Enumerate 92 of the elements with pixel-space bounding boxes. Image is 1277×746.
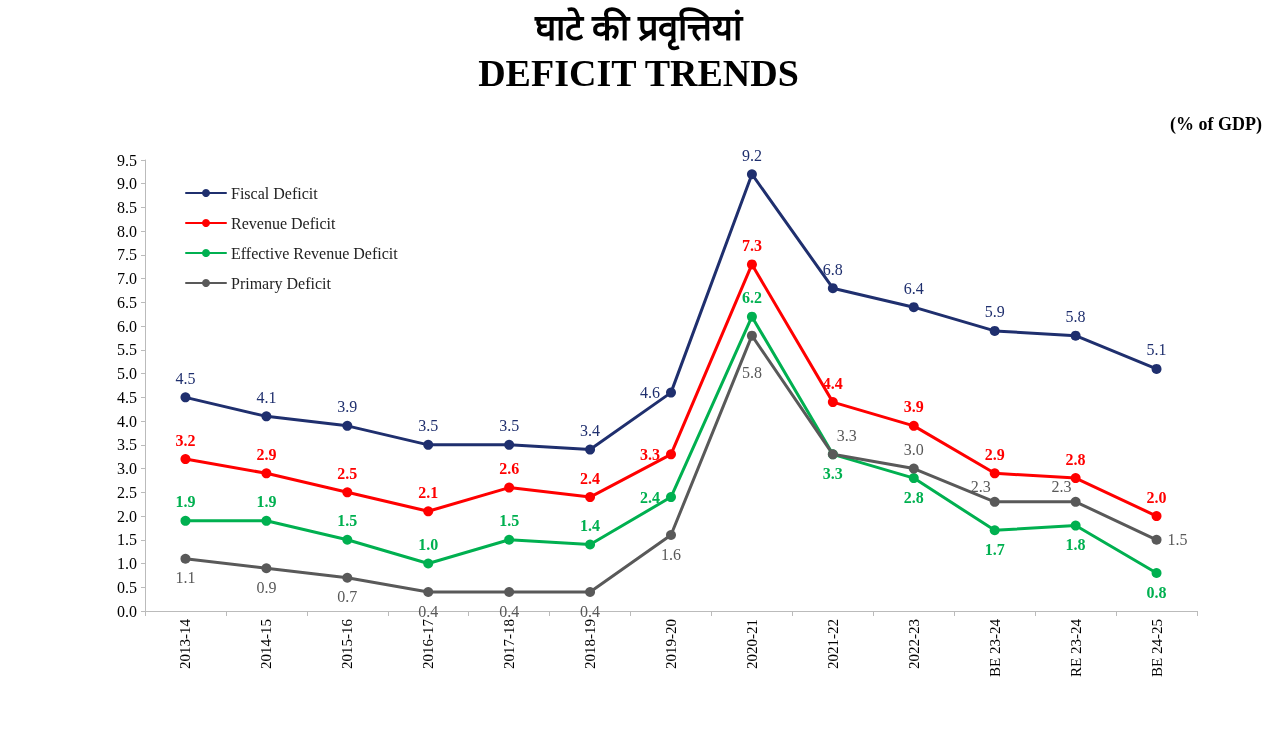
data-label: 3.2 [175, 431, 196, 449]
data-label: 9.2 [741, 146, 762, 164]
data-label: 3.3 [836, 426, 857, 444]
x-tick-label: 2019-20 [663, 619, 679, 669]
data-label: 3.9 [903, 398, 924, 416]
y-tick-label: 7.5 [117, 246, 137, 264]
y-tick-label: 5.5 [117, 341, 137, 359]
data-label: 1.9 [175, 493, 196, 511]
data-label: 1.9 [256, 493, 277, 511]
x-tick-label: 2017-18 [501, 619, 518, 669]
data-label: 5.1 [1146, 341, 1167, 359]
x-tick-label: 2015-16 [339, 618, 356, 669]
text: (% of GDP) [1170, 114, 1263, 135]
x-tick-label: 2014-15 [258, 619, 275, 669]
data-label: 4.4 [822, 374, 843, 392]
y-tick-label: 9.5 [117, 151, 137, 169]
data-label: 3.4 [580, 422, 601, 440]
data-label: 2.8 [903, 488, 924, 506]
y-tick-label: 2.0 [117, 507, 137, 525]
legend-label: Revenue Deficit [231, 214, 336, 232]
x-tick-label: 2021-22 [824, 619, 841, 669]
x-tick-label: 2018-19 [582, 619, 599, 669]
data-label: 2.8 [1065, 450, 1086, 468]
data-label: 2.3 [970, 478, 991, 496]
x-tick-label: 2013-14 [177, 618, 194, 669]
data-label: 2.9 [256, 445, 277, 463]
data-label: 1.5 [499, 512, 520, 530]
chart-title: घाटे की प्रवृत्तियां [534, 7, 744, 51]
y-tick-label: 3.0 [117, 460, 137, 478]
legend-label: Fiscal Deficit [231, 184, 319, 202]
data-label: 2.4 [580, 469, 601, 487]
data-label: 7.3 [741, 236, 762, 254]
data-label: 6.2 [741, 289, 762, 307]
data-label: 0.9 [256, 578, 277, 596]
x-tick-label: 2016-17 [420, 618, 437, 669]
legend-label: Primary Deficit [231, 274, 332, 293]
data-label: 3.0 [903, 441, 924, 459]
y-tick-label: 6.5 [117, 293, 137, 311]
data-label: 2.1 [418, 483, 439, 501]
y-tick-label: 0.0 [117, 602, 137, 620]
data-label: 5.8 [741, 364, 762, 382]
y-tick-label: 6.0 [117, 317, 137, 335]
data-label: 1.7 [984, 540, 1005, 558]
data-label: 4.1 [256, 388, 277, 406]
data-label: 4.5 [175, 369, 196, 387]
legend-label: Effective Revenue Deficit [231, 244, 399, 262]
y-tick-label: 9.0 [117, 175, 137, 193]
data-label: 3.3 [822, 464, 843, 482]
data-label: 3.5 [499, 417, 520, 435]
data-label: 2.0 [1146, 488, 1167, 506]
x-tick-label: BE 24-25 [1148, 619, 1165, 677]
y-tick-label: 4.0 [117, 412, 137, 430]
data-label: 0.4 [499, 602, 520, 620]
chart-subtitle: DEFICIT TRENDS [478, 52, 799, 94]
y-tick-label: 2.5 [117, 483, 137, 501]
y-tick-label: 8.5 [117, 198, 137, 216]
y-tick-label: 4.5 [117, 388, 137, 406]
x-tick-label: 2020-21 [743, 619, 760, 669]
data-label: 1.8 [1065, 536, 1086, 554]
data-label: 6.4 [903, 279, 924, 297]
x-tick-label: 2022-23 [905, 619, 922, 669]
data-label: 1.5 [1167, 531, 1188, 549]
data-label: 1.0 [418, 536, 439, 554]
data-label: 2.5 [337, 464, 358, 482]
y-tick-label: 1.5 [117, 531, 137, 549]
data-label: 6.8 [822, 260, 843, 278]
y-tick-label: 0.5 [117, 578, 137, 596]
data-label: 3.5 [418, 417, 439, 435]
data-label: 0.8 [1146, 583, 1167, 601]
data-label: 4.6 [640, 384, 660, 402]
data-label: 1.4 [580, 517, 601, 535]
data-label: 1.1 [175, 569, 196, 587]
data-label: 0.4 [418, 602, 439, 620]
data-label: 1.6 [661, 545, 681, 563]
data-label: 2.6 [499, 460, 520, 478]
data-label: 0.7 [337, 588, 358, 606]
data-label: 5.9 [984, 303, 1005, 321]
y-tick-label: 5.0 [117, 365, 137, 383]
data-label: 0.4 [580, 602, 601, 620]
data-label: 1.5 [337, 512, 358, 530]
data-label: 5.8 [1065, 308, 1086, 326]
data-label: 2.3 [1051, 478, 1072, 496]
data-label: 3.9 [337, 398, 358, 416]
data-label: 2.4 [640, 488, 660, 506]
y-tick-label: 3.5 [117, 436, 137, 454]
y-tick-label: 8.0 [117, 222, 137, 240]
y-tick-label: 1.0 [117, 555, 137, 573]
y-tick-label: 7.0 [117, 270, 137, 288]
x-tick-label: RE 23-24 [1067, 618, 1084, 677]
data-label: 2.9 [984, 445, 1005, 463]
x-tick-label: BE 23-24 [986, 618, 1003, 677]
data-label: 3.3 [640, 445, 660, 463]
